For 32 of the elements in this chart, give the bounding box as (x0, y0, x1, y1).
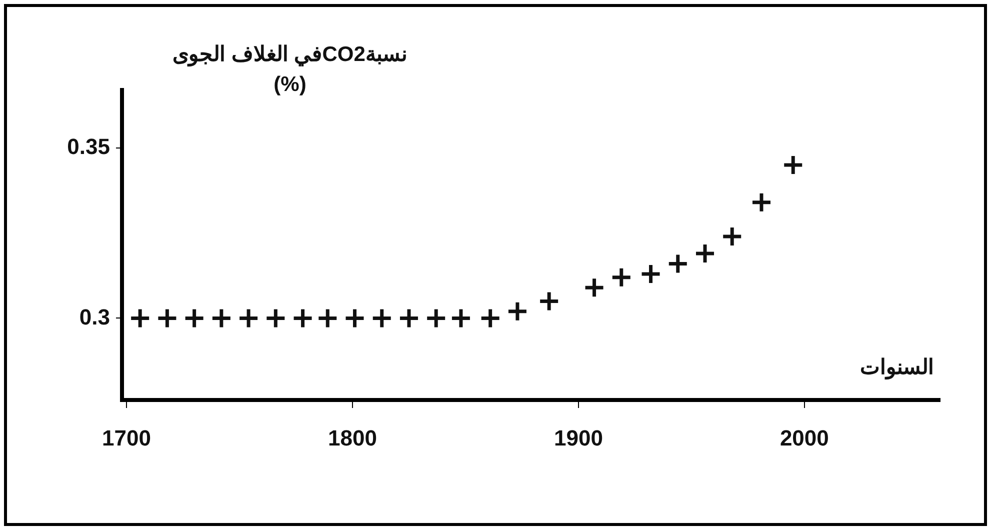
point (584, 276, 606, 298)
point (398, 307, 420, 329)
point (292, 307, 314, 329)
point (184, 307, 206, 329)
y-axis-title: نسبةCO2في الغلاف الجوى (%) (172, 42, 408, 98)
point (721, 226, 743, 248)
y-tick-label: 0.3 (79, 304, 110, 330)
point (750, 192, 772, 214)
point (344, 307, 366, 329)
point (506, 300, 528, 322)
point (316, 307, 338, 329)
point (264, 307, 286, 329)
point (667, 252, 689, 274)
x-tick-label: 2000 (780, 425, 829, 450)
x-tick-label: 1800 (328, 425, 377, 450)
point (480, 307, 502, 329)
x-tick-label: 1900 (554, 425, 603, 450)
point (538, 290, 560, 312)
y-tick-label: 0.35 (67, 134, 110, 159)
point (640, 263, 662, 285)
point (610, 266, 632, 288)
x-tick-label: 1700 (102, 425, 151, 450)
point (450, 307, 472, 329)
x-axis-title: السنوات (860, 355, 934, 380)
point (156, 307, 178, 329)
point (371, 307, 393, 329)
point (238, 307, 260, 329)
point (782, 154, 804, 176)
point (129, 307, 151, 329)
point (694, 242, 716, 264)
point (210, 307, 232, 329)
point (425, 307, 447, 329)
